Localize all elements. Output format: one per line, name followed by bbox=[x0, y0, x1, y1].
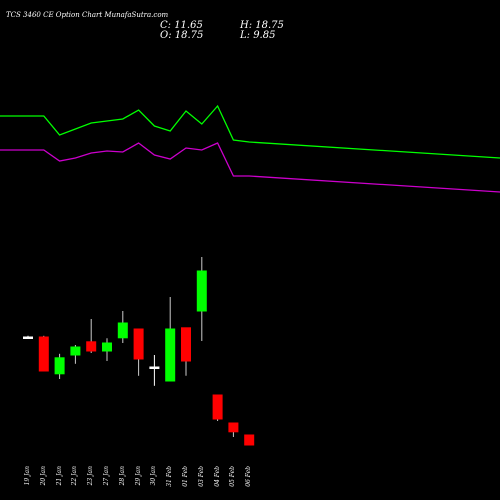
candle-body bbox=[70, 346, 81, 356]
x-tick-label: 30 Jan bbox=[150, 466, 158, 486]
x-tick-label: 21 Jan bbox=[55, 466, 63, 486]
candle-body bbox=[244, 434, 255, 446]
chart-title: TCS 3460 CE Option Chart MunafaSutra.com bbox=[6, 11, 169, 19]
x-tick-label: 28 Jan bbox=[118, 466, 126, 486]
candle-body bbox=[228, 422, 239, 433]
x-tick-label: 19 Jan bbox=[24, 466, 31, 486]
candle-body bbox=[212, 394, 223, 420]
candle-body bbox=[196, 270, 207, 312]
candle-body bbox=[102, 342, 112, 352]
lower-band-line bbox=[0, 142, 500, 193]
x-tick-label: 01 Feb bbox=[182, 466, 189, 487]
candle-body bbox=[181, 327, 191, 362]
low-value: L: 9.85 bbox=[240, 30, 276, 41]
x-tick-label: 05 Feb bbox=[229, 466, 237, 487]
x-tick-label: 31 Feb bbox=[166, 466, 174, 487]
candle-body bbox=[38, 336, 49, 372]
candle-body bbox=[23, 336, 33, 339]
candle-body bbox=[149, 366, 160, 369]
upper-band-line bbox=[0, 104, 500, 159]
close-value: C: 11.65 bbox=[160, 20, 203, 31]
candle-body bbox=[165, 328, 176, 382]
candle-body bbox=[54, 357, 65, 375]
open-value: O: 18.75 bbox=[160, 30, 204, 41]
candle-body bbox=[117, 322, 128, 339]
x-tick-label: 04 Feb bbox=[213, 466, 221, 487]
high-value: H: 18.75 bbox=[240, 20, 284, 31]
x-tick-label: 06 Feb bbox=[245, 466, 253, 487]
candle-body bbox=[86, 341, 97, 352]
x-tick-label: 23 Jan bbox=[87, 466, 95, 486]
x-tick-label: 20 Jan bbox=[39, 466, 47, 486]
candle-body bbox=[133, 328, 144, 360]
x-tick-label: 22 Jan bbox=[71, 466, 79, 486]
x-tick-label: 03 Feb bbox=[197, 466, 205, 487]
x-tick-label: 29 Jan bbox=[134, 466, 142, 486]
x-tick-label: 27 Jan bbox=[103, 466, 110, 486]
